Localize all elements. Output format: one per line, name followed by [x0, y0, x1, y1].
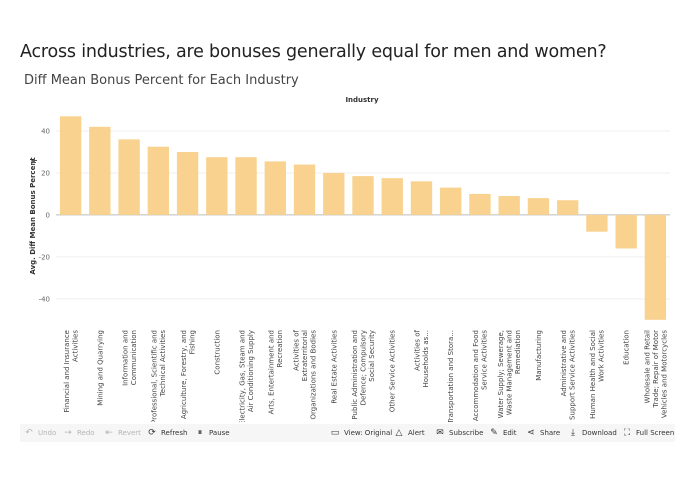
bar[interactable]: [498, 196, 520, 215]
x-tick-label: Electricity, Gas, Steam andAir Condition…: [238, 330, 255, 422]
x-tick-label: Accommodation and FoodService Activities: [472, 330, 489, 421]
bar[interactable]: [176, 151, 199, 215]
alert-button[interactable]: △ Alert: [395, 428, 425, 438]
view-original-button[interactable]: ▭ View: Original: [330, 428, 393, 438]
revert-button[interactable]: ⇤ Revert: [105, 428, 141, 438]
bar-chart: Industry Avg. Diff Mean Bonus Percent 40…: [29, 96, 670, 422]
x-tick-label: Activities ofExtraterritorialOrganizatio…: [293, 329, 318, 419]
share-button[interactable]: ⋖ Share: [527, 428, 561, 438]
bars: [59, 116, 667, 320]
bar[interactable]: [206, 157, 228, 215]
bar[interactable]: [59, 116, 82, 215]
y-axis-title: Avg. Diff Mean Bonus Percent: [29, 157, 37, 275]
refresh-button[interactable]: ⟳ Refresh: [148, 428, 188, 438]
x-tick-label: Water Supply; Sewerage,Waste Management …: [497, 330, 522, 418]
refresh-icon: ⟳: [148, 428, 156, 438]
sort-icon[interactable]: [32, 160, 37, 165]
undo-icon: ↶: [25, 428, 33, 438]
x-tick-label: Arts, Entertainment andRecreation: [268, 330, 285, 414]
share-icon: ⋖: [527, 428, 535, 438]
x-tick-label: Human Health and SocialWork Activities: [589, 330, 606, 419]
dashboard-title: Across industries, are bonuses generally…: [20, 42, 607, 62]
bar[interactable]: [440, 187, 462, 215]
bar[interactable]: [469, 193, 491, 215]
bar[interactable]: [235, 157, 257, 215]
bar[interactable]: [410, 181, 433, 215]
x-tick-label: Agriculture, Forestry, andFishing: [180, 330, 197, 419]
x-tick-label: Manufacturing: [535, 330, 543, 381]
y-axis-ticks: 40 20 0 -20 -40: [39, 127, 50, 303]
y-tick-label: -20: [39, 253, 50, 261]
redo-icon: →: [64, 428, 72, 438]
bell-icon: △: [395, 428, 403, 438]
bar[interactable]: [323, 172, 345, 215]
download-icon: ⤓: [571, 428, 575, 438]
subscribe-button[interactable]: ✉ Subscribe: [436, 428, 484, 438]
pause-icon: ⏸: [197, 428, 203, 438]
bar[interactable]: [89, 126, 111, 215]
bar[interactable]: [264, 161, 286, 215]
y-tick-label: 20: [41, 169, 50, 177]
download-button[interactable]: ⤓ Download: [568, 424, 617, 442]
x-tick-label: Construction: [213, 330, 221, 375]
x-tick-label: Administrative andSupport Service Activi…: [560, 330, 577, 420]
subscribe-icon: ✉: [436, 428, 444, 438]
x-tick-label: Other Service Activities: [389, 330, 397, 412]
x-tick-label: Transportation and Stora...: [447, 330, 455, 422]
x-tick-label: Real Estate Activities: [330, 330, 338, 404]
chart-subtitle: Diff Mean Bonus Percent for Each Industr…: [24, 73, 299, 88]
bar[interactable]: [147, 146, 170, 215]
pause-button[interactable]: ⏸ Pause: [195, 424, 230, 442]
y-tick-label: 0: [46, 211, 50, 219]
column-header: Industry: [345, 96, 379, 104]
toolbar: ↶ Undo → Redo ⇤ Revert ⟳ Refresh ⏸ Pause…: [20, 424, 675, 442]
pencil-icon: ✎: [490, 428, 498, 438]
bar[interactable]: [644, 214, 667, 320]
bar[interactable]: [293, 164, 316, 215]
x-tick-label: Wholesale and RetailTrade; Repair of Mot…: [643, 330, 668, 418]
x-tick-label: Information andCommunication: [121, 330, 138, 386]
x-tick-label: Mining and Quarrying: [96, 330, 104, 406]
y-tick-label: 40: [41, 127, 50, 135]
y-tick-label: -40: [39, 295, 50, 303]
view-icon: ▭: [330, 428, 340, 438]
bar[interactable]: [527, 198, 550, 215]
x-tick-label: Financial and InsuranceActivities: [63, 330, 80, 413]
undo-button[interactable]: ↶ Undo: [25, 428, 57, 438]
edit-button[interactable]: ✎ Edit: [490, 428, 517, 438]
bar[interactable]: [586, 214, 608, 232]
bar[interactable]: [556, 200, 579, 215]
x-axis-labels: Financial and InsuranceActivities Mining …: [63, 329, 669, 422]
bar[interactable]: [352, 176, 374, 215]
x-tick-label: Professional, Scientific andTechnical Ac…: [151, 330, 168, 422]
bar[interactable]: [615, 214, 637, 249]
bar[interactable]: [381, 178, 403, 215]
x-tick-label: Public Administration andDefence; Compul…: [351, 330, 376, 420]
revert-icon: ⇤: [105, 428, 113, 438]
redo-button[interactable]: → Redo: [64, 428, 95, 438]
x-tick-label: Education: [623, 330, 631, 365]
x-tick-label: Activities ofHouseholds as...: [414, 329, 431, 387]
full-screen-button[interactable]: ⛶ Full Screen: [623, 428, 675, 438]
bar[interactable]: [118, 139, 140, 215]
full-screen-icon: ⛶: [623, 428, 631, 438]
